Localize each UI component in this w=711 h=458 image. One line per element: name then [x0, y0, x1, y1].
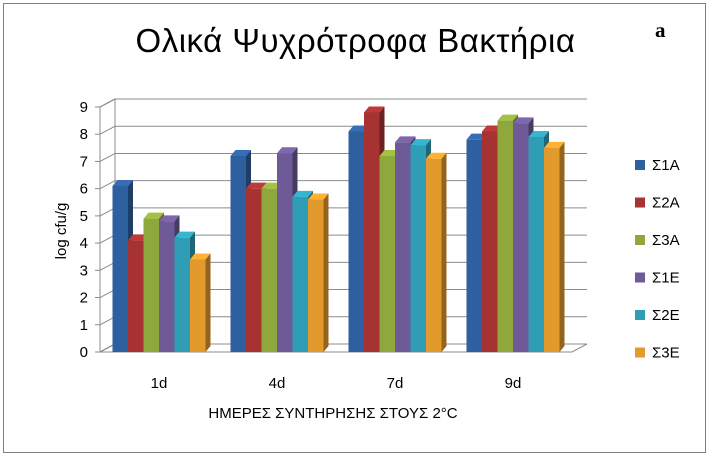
x-tick-labels: 1d 4d 7d 9d	[151, 375, 522, 392]
legend-swatch	[635, 235, 645, 245]
bar-front	[292, 196, 308, 352]
bar-front	[174, 237, 190, 352]
bar-front	[143, 218, 159, 352]
bar-top	[143, 212, 164, 219]
bar-top	[497, 114, 518, 121]
y-tick-label: 1	[80, 317, 88, 334]
legend-label: Σ3Ε	[652, 345, 680, 362]
bar-front	[364, 112, 380, 352]
bar-front	[544, 147, 560, 352]
x-tick-label: 7d	[387, 375, 404, 392]
bar-side	[323, 193, 329, 352]
bar-top	[466, 133, 487, 140]
legend: Σ1Α Σ2Α Σ3Α Σ1Ε Σ2Ε Σ3Ε	[635, 157, 680, 362]
bar-top	[410, 139, 431, 146]
bar	[544, 141, 565, 352]
legend-label: Σ3Α	[652, 232, 680, 249]
bar-front	[112, 185, 128, 352]
bar-top	[292, 190, 313, 197]
bar-front	[426, 158, 442, 352]
bar-top	[246, 182, 267, 189]
bar-top	[174, 231, 195, 238]
bar-top	[128, 234, 149, 241]
bar-side	[205, 253, 211, 352]
bar-side	[441, 152, 447, 352]
x-tick-label: 9d	[505, 375, 522, 392]
bar-front	[466, 139, 482, 352]
bar-front	[277, 153, 293, 352]
bar-top	[112, 179, 133, 186]
x-axis-title: ΗΜΕΡΕΣ ΣΥΝΤΗΡΗΣΗΣ ΣΤΟΥΣ 2°C	[208, 405, 457, 422]
bar-top	[159, 215, 180, 222]
bar-front	[190, 259, 206, 352]
bar-top	[348, 125, 369, 132]
bar-front	[246, 188, 262, 352]
bar-top	[230, 150, 251, 156]
legend-label: Σ2Ε	[652, 307, 680, 324]
y-tick-label: 3	[80, 262, 88, 279]
bar-top	[426, 152, 447, 159]
bar-top	[190, 253, 211, 260]
bar-top	[544, 141, 565, 148]
bar-front	[348, 131, 364, 352]
bar-front	[379, 156, 395, 352]
bar-front	[528, 136, 544, 352]
bar	[308, 193, 329, 352]
bars	[112, 106, 565, 352]
y-tick-label: 6	[80, 181, 88, 198]
gridline-diagonal	[99, 125, 116, 135]
legend-swatch	[635, 272, 645, 283]
bar-front	[230, 156, 246, 352]
bar-front	[308, 199, 324, 352]
bar-front	[513, 123, 529, 352]
bar-front	[261, 188, 277, 352]
bar-front	[497, 120, 513, 352]
bar-side	[559, 141, 565, 352]
gridline-diagonal	[99, 153, 116, 162]
bar-front	[128, 240, 144, 352]
bar-front	[482, 131, 498, 352]
legend-label: Σ1Ε	[652, 270, 680, 287]
gridline-diagonal	[99, 180, 116, 190]
bar-front	[410, 145, 426, 352]
bar-front	[395, 142, 411, 352]
bar-top	[261, 182, 282, 189]
bar-top	[395, 136, 416, 143]
bar	[426, 152, 447, 352]
bar-top	[277, 147, 298, 154]
bar-top	[482, 125, 503, 132]
chart-title: Ολικά Ψυχρότροφα Βακτήρια	[135, 22, 576, 59]
bar-top	[308, 193, 329, 200]
bar-front	[159, 221, 175, 352]
bar-top	[379, 150, 400, 156]
legend-label: Σ2Α	[652, 195, 680, 212]
legend-swatch	[635, 310, 645, 320]
panel-label: a	[655, 18, 666, 42]
legend-label: Σ1Α	[652, 157, 680, 174]
y-tick-label: 0	[80, 344, 88, 361]
legend-swatch	[635, 197, 645, 208]
legend-swatch	[635, 347, 645, 358]
gridline-diagonal	[99, 98, 116, 108]
y-tick-labels: 0 1 2 3 4 5 6 7 8 9	[80, 99, 88, 361]
x-tick-label: 1d	[151, 375, 168, 392]
y-tick-label: 4	[80, 235, 88, 252]
y-axis-title: log cfu/g	[53, 203, 70, 260]
bar-top	[364, 106, 385, 113]
y-tick-label: 2	[80, 290, 88, 307]
bar-top	[528, 130, 549, 137]
bar-top	[513, 117, 534, 124]
legend-swatch	[635, 160, 645, 170]
y-tick-label: 8	[80, 126, 88, 143]
y-tick-label: 5	[80, 208, 88, 225]
x-tick-label: 4d	[269, 375, 286, 392]
bar	[190, 253, 211, 352]
y-tick-label: 7	[80, 153, 88, 170]
y-tick-label: 9	[80, 99, 88, 116]
